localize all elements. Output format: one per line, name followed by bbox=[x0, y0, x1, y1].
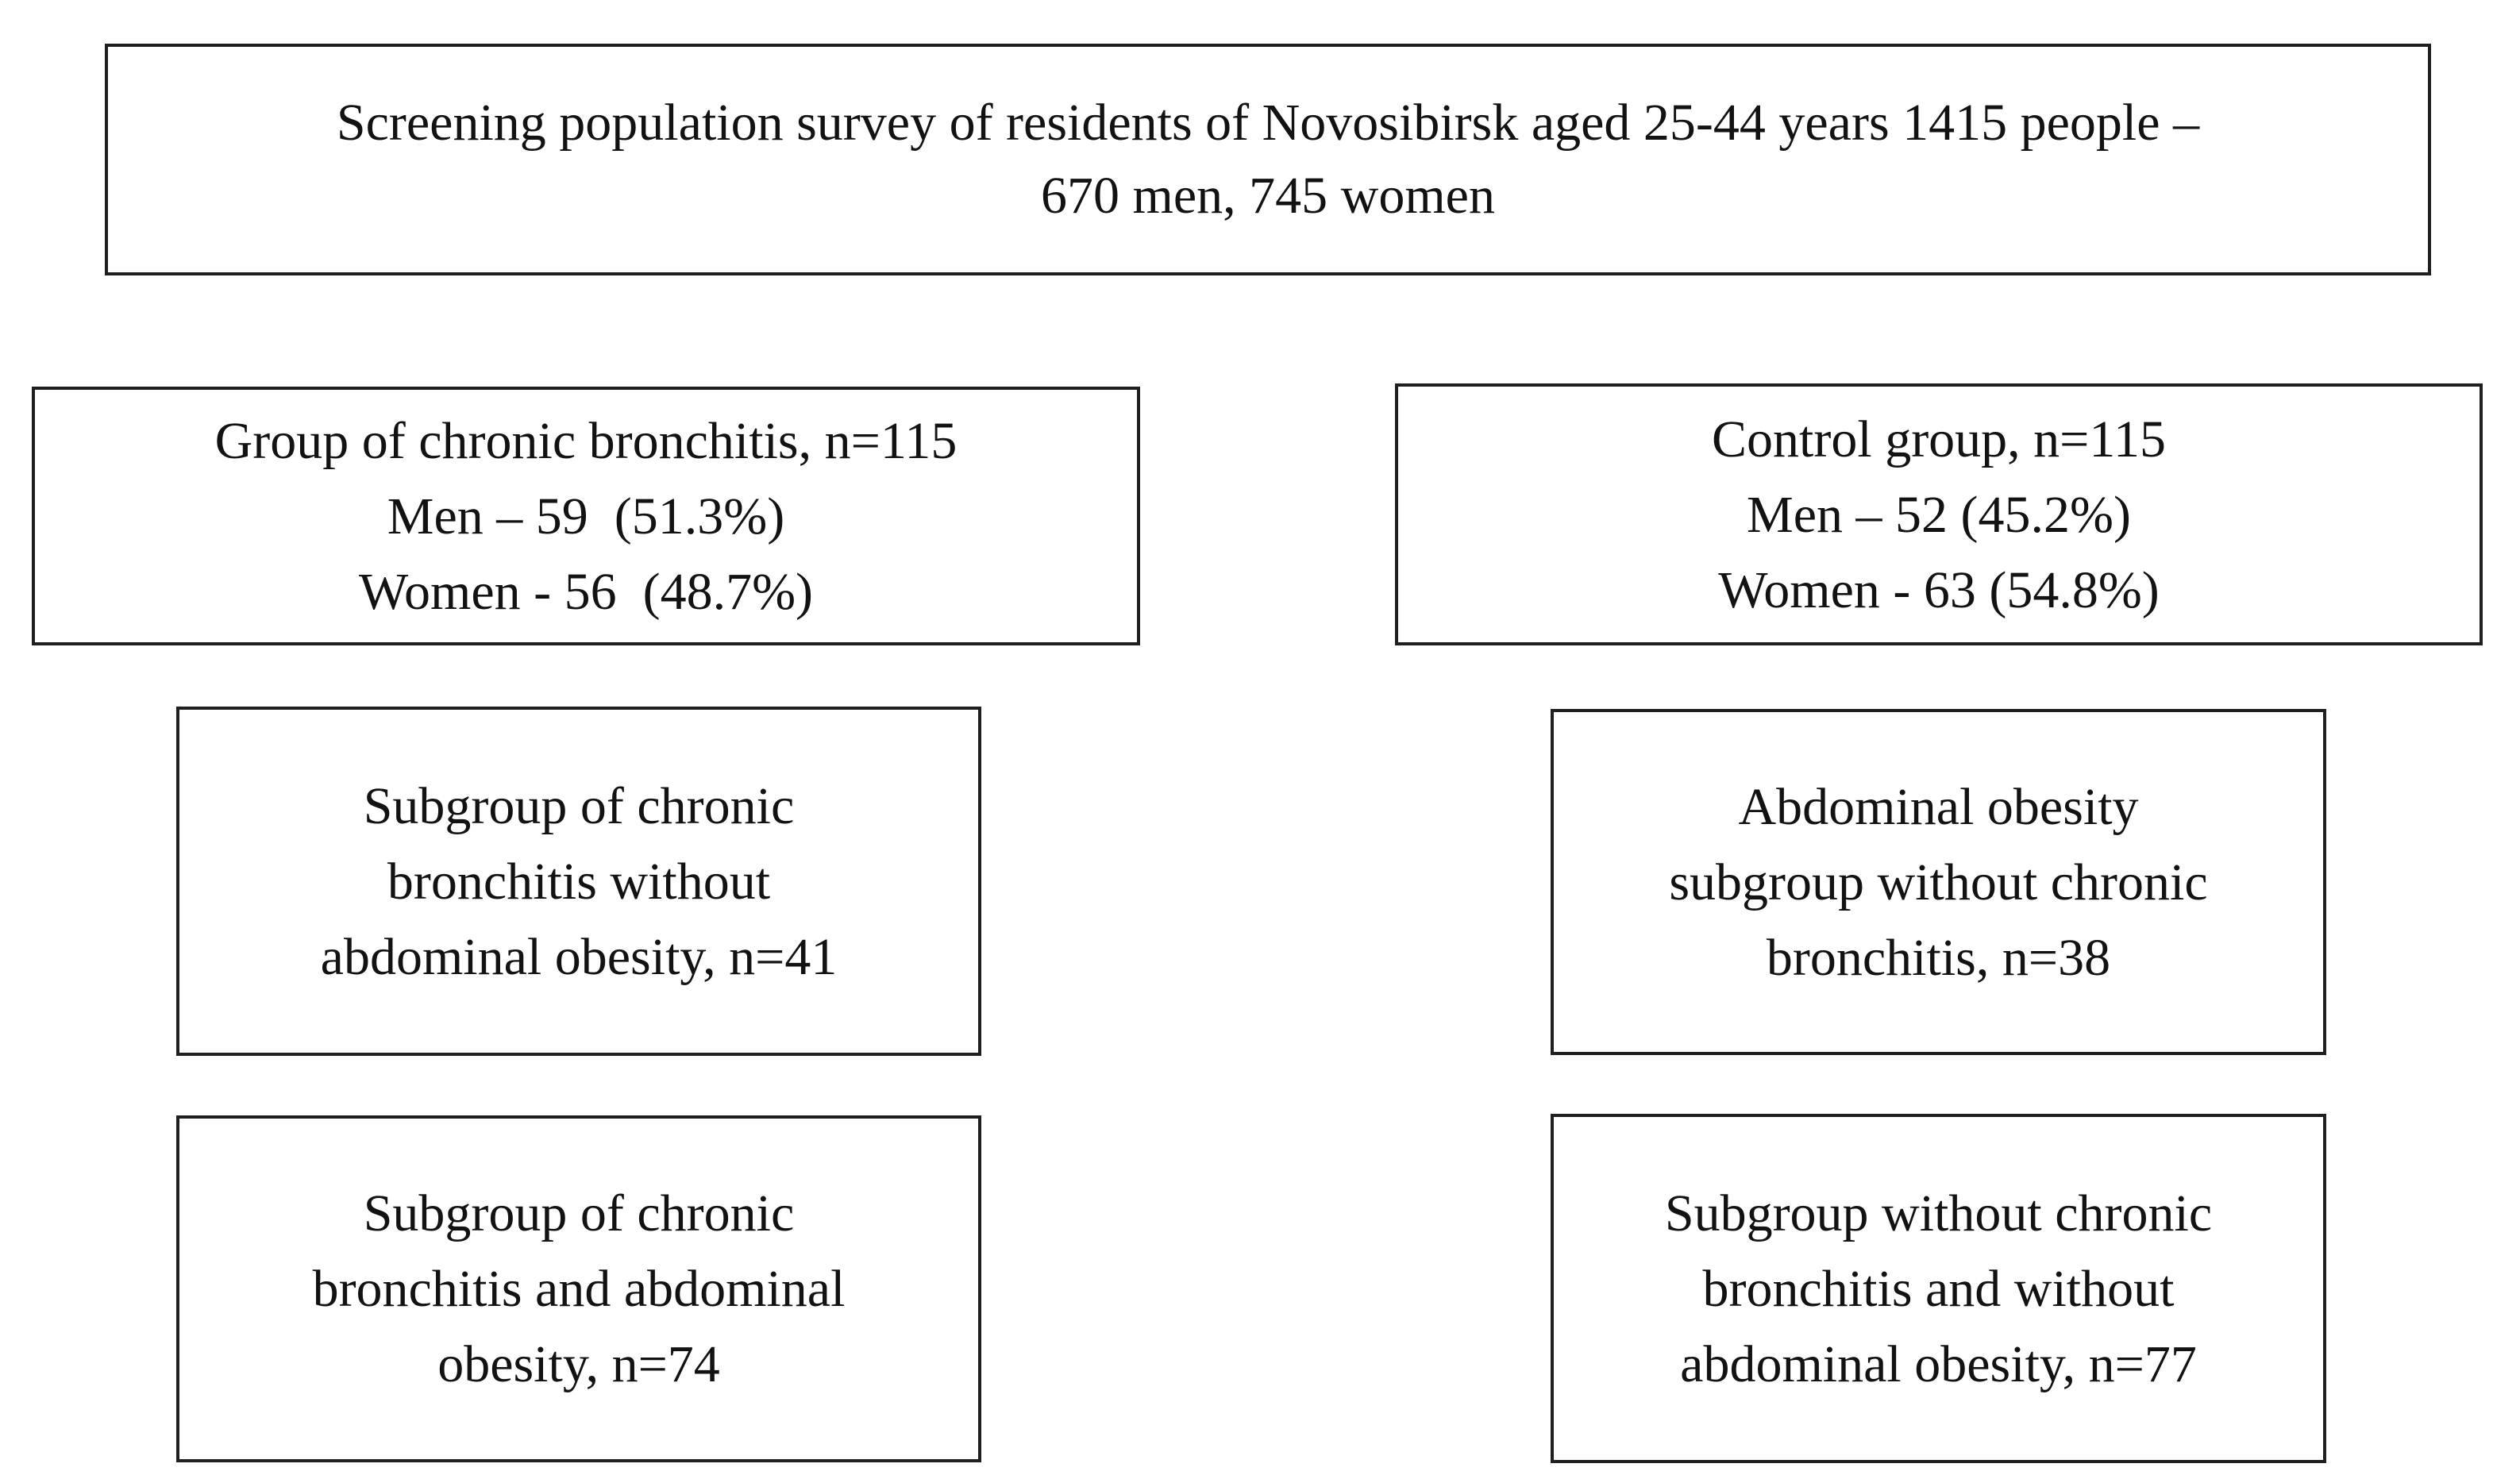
without-bronchitis-without-obesity-subgroup-box: Subgroup without chronic bronchitis and … bbox=[1551, 1114, 2326, 1463]
box-text-line: bronchitis without bbox=[387, 852, 771, 911]
box-text-line: Men – 52 (45.2%) bbox=[1747, 485, 2131, 544]
box-text-line: Control group, n=115 bbox=[1712, 410, 2166, 468]
screening-population-box: Screening population survey of residents… bbox=[105, 44, 2431, 275]
chronic-bronchitis-group-box: Group of chronic bronchitis, n=115 Men –… bbox=[32, 387, 1140, 645]
box-text-line: Screening population survey of residents… bbox=[336, 94, 2200, 152]
box-text-line: Subgroup of chronic bbox=[363, 1184, 795, 1242]
box-text-line: subgroup without chronic bbox=[1669, 853, 2208, 911]
box-text-line: 670 men, 745 women bbox=[1041, 167, 1495, 225]
box-text-line: bronchitis, n=38 bbox=[1766, 928, 2111, 987]
control-group-box: Control group, n=115 Men – 52 (45.2%) Wo… bbox=[1395, 383, 2483, 645]
box-text-line: Men – 59 (51.3%) bbox=[387, 487, 785, 545]
obesity-without-bronchitis-subgroup-box: Abdominal obesity subgroup without chron… bbox=[1551, 709, 2326, 1055]
bronchitis-without-obesity-subgroup-box: Subgroup of chronic bronchitis without a… bbox=[176, 707, 981, 1056]
box-text-line: abdominal obesity, n=77 bbox=[1680, 1335, 2197, 1393]
box-text-line: Women - 56 (48.7%) bbox=[358, 562, 814, 621]
box-text-line: bronchitis and without bbox=[1702, 1259, 2175, 1318]
box-text-line: Group of chronic bronchitis, n=115 bbox=[214, 411, 958, 470]
box-text-line: abdominal obesity, n=41 bbox=[320, 927, 838, 986]
box-text-line: obesity, n=74 bbox=[437, 1335, 720, 1393]
box-text-line: Abdominal obesity bbox=[1738, 777, 2139, 836]
bronchitis-and-obesity-subgroup-box: Subgroup of chronic bronchitis and abdom… bbox=[176, 1115, 981, 1462]
box-text-line: Women - 63 (54.8%) bbox=[1718, 560, 2160, 619]
box-text-line: Subgroup without chronic bbox=[1664, 1184, 2213, 1242]
box-text-line: bronchitis and abdominal bbox=[312, 1260, 846, 1318]
box-text-line: Subgroup of chronic bbox=[363, 776, 795, 835]
